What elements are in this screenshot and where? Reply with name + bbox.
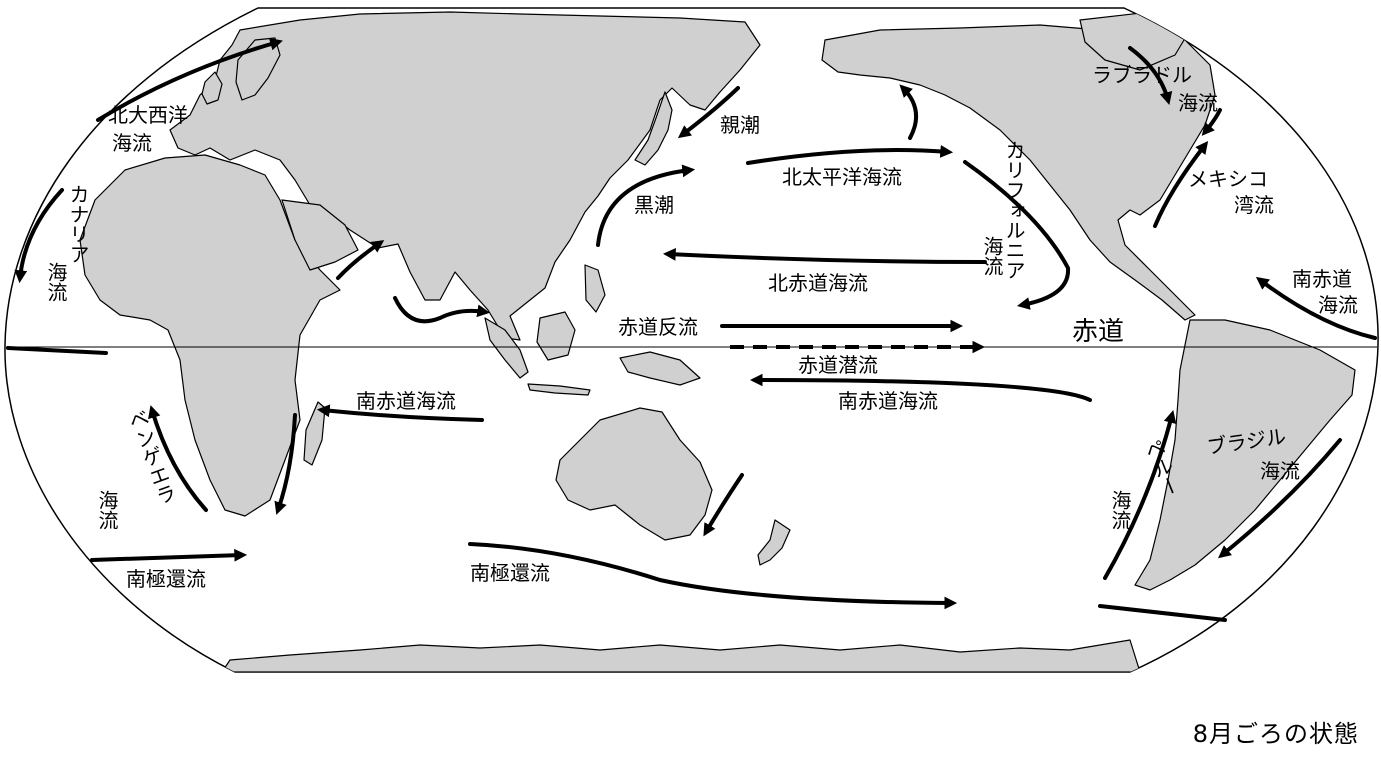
antarctic-circumpolar-center-arrow: [468, 542, 958, 610]
brazil-label-line2: 海流: [1260, 459, 1300, 483]
antarctic-circumpolar-west-arrow: [90, 548, 248, 562]
britain-landmass: [201, 71, 223, 105]
california-label-line2: 海流: [980, 236, 1004, 276]
california-current-arrow: [963, 160, 1071, 310]
labrador-label-line2: 海流: [1178, 91, 1218, 115]
south-equatorial-atlantic-label-line2: 海流: [1318, 293, 1358, 317]
oyashio-current-arrow: [677, 86, 740, 139]
peru-current-arrow: [1103, 410, 1177, 580]
south-equatorial-indian-label: 南赤道海流: [356, 389, 456, 413]
japan-landmass: [634, 91, 673, 166]
borneo-landmass: [536, 311, 576, 361]
east-australian-current-arrow: [703, 473, 744, 537]
monsoon-arabian-arrow: [336, 240, 385, 280]
south-atlantic-line: [6, 346, 108, 355]
south-equatorial-atlantic-label-line1: 南赤道: [1292, 267, 1352, 291]
north-pacific-label: 北太平洋海流: [782, 165, 902, 189]
south-equatorial-pacific-label: 南赤道海流: [838, 389, 938, 413]
north-pacific-branch-arrow: [899, 84, 919, 140]
eurasia-landmass: [169, 11, 761, 341]
antarctica-landmass: [221, 639, 1141, 672]
africa-landmass: [79, 154, 341, 517]
oyashio-label: 親潮: [720, 113, 760, 137]
mozambique-current-arrow: [274, 413, 297, 515]
australia-landmass: [555, 407, 713, 541]
antarctic-center-label: 南極還流: [470, 561, 550, 585]
gulf-stream-arrow: [1153, 140, 1209, 228]
landmasses: [79, 11, 1356, 672]
south-equatorial-atlantic-current-arrow: [1255, 276, 1377, 340]
java-landmass: [527, 383, 591, 396]
arabia-landmass: [281, 199, 359, 271]
peru-label-line2: 海流: [1108, 490, 1132, 530]
gulf-stream-label-line2: 湾流: [1234, 193, 1274, 217]
california-label-line1: カリフォルニア: [1002, 140, 1026, 280]
map-caption: 8月ごろの状態: [1192, 720, 1359, 748]
benguela-label-line2: 海流: [95, 490, 119, 530]
south-equatorial-indian-current-arrow: [316, 404, 484, 422]
north-atlantic-current-arrow: [96, 37, 283, 122]
sumatra-landmass: [484, 317, 529, 379]
north-pacific-current-arrow: [746, 145, 954, 165]
benguela-current-arrow: [148, 405, 208, 512]
labrador-south-arrow: [1201, 108, 1222, 136]
kuroshio-current-arrow: [596, 164, 696, 247]
north-atlantic-label-line1: 北大西洋: [108, 103, 188, 127]
antarctic-circumpolar-east-line: [1098, 604, 1227, 622]
canary-current-arrow: [14, 188, 64, 284]
labrador-current-arrow: [1128, 46, 1173, 105]
equator-label: 赤道: [1072, 317, 1124, 347]
labrador-label-line1: ラブラドル: [1092, 63, 1192, 87]
canary-label-line1: カナリア: [66, 184, 90, 264]
south-america-landmass: [1134, 319, 1356, 591]
brazil-current-arrow: [1218, 438, 1342, 559]
equatorial-counter-label: 赤道反流: [618, 315, 698, 339]
new-zealand-landmass: [757, 519, 791, 566]
current-arrows: [6, 37, 1377, 622]
kuroshio-label: 黒潮: [634, 193, 674, 217]
north-atlantic-label-line2: 海流: [112, 131, 152, 155]
antarctic-west-label: 南極還流: [126, 567, 206, 591]
north-equatorial-current-arrow: [662, 247, 987, 264]
south-equatorial-pacific-current-arrow: [749, 373, 1092, 402]
new-guinea-landmass: [619, 351, 701, 386]
monsoon-bengal-arrow: [393, 296, 491, 324]
equatorial-undercurrent-label: 赤道潜流: [798, 353, 878, 377]
gulf-stream-label-line1: メキシコ: [1188, 167, 1268, 191]
north-equatorial-label: 北赤道海流: [768, 271, 868, 295]
philippines-landmass: [584, 264, 606, 313]
canary-label-line2: 海流: [44, 262, 68, 302]
